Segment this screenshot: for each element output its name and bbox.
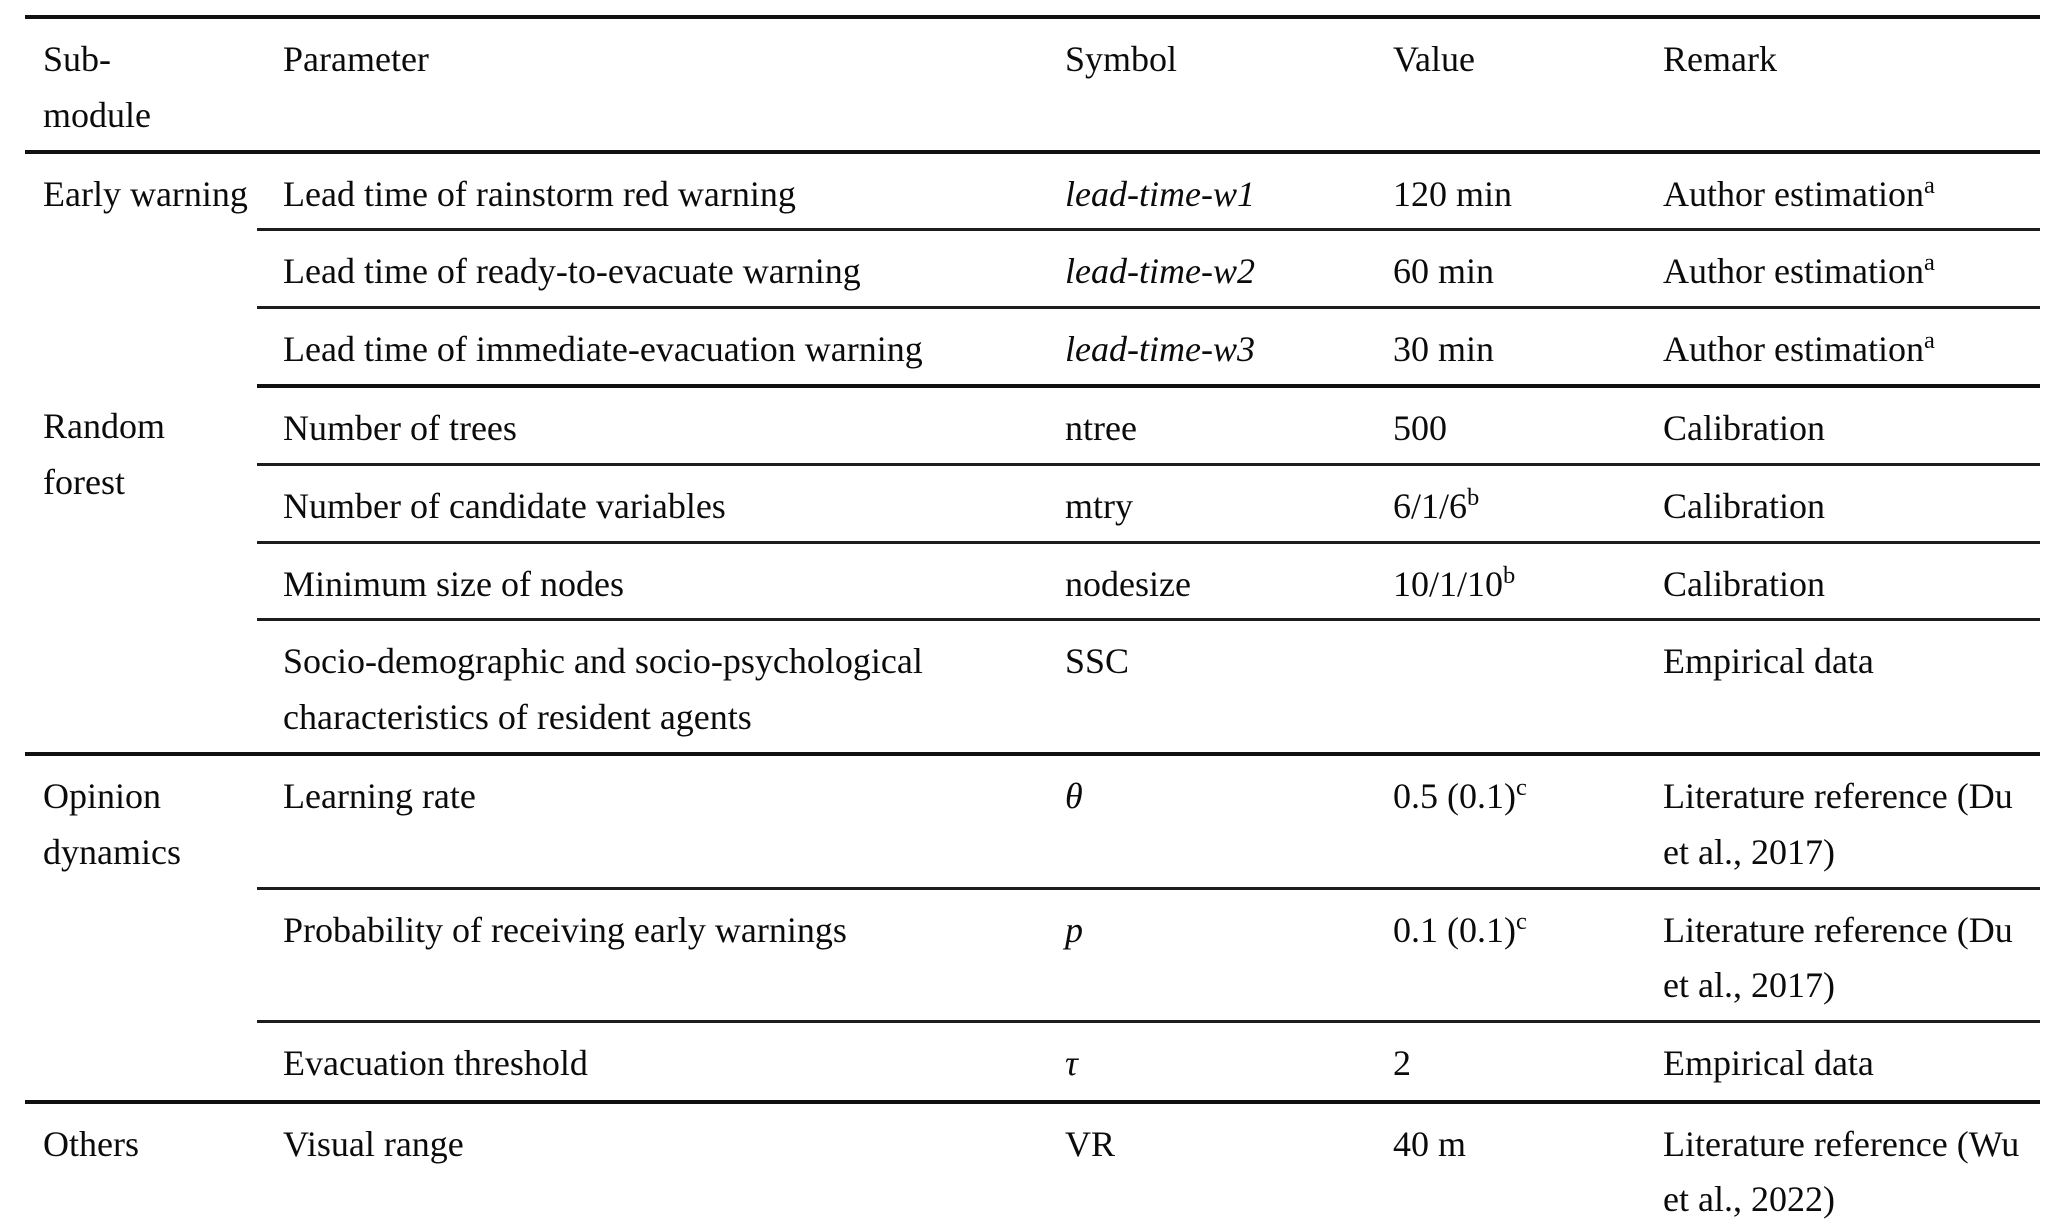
- param-cell: Lead time of immediate-evacuation warnin…: [257, 307, 1065, 388]
- column-header-remark: Remark: [1663, 17, 2040, 154]
- remark-cell: Author estimationa: [1663, 229, 2040, 310]
- value-cell: 0.5 (0.1)c: [1393, 753, 1663, 890]
- remark-cell: Literature reference (Du et al., 2017): [1663, 753, 2040, 890]
- submodule-label-random-forest: Random forest: [25, 385, 257, 756]
- symbol-cell: lead-time-w3: [1065, 307, 1393, 388]
- param-cell: Probability of receiving early warnings: [257, 888, 1065, 1024]
- symbol-cell: τ: [1065, 1021, 1393, 1104]
- symbol-cell: VR: [1065, 1101, 1393, 1222]
- remark-text: Empirical data: [1663, 641, 1874, 682]
- table-row: Opinion dynamics Learning rate θ 0.5 (0.…: [25, 753, 2040, 1104]
- value-cell: 500: [1393, 385, 1663, 466]
- value-cell: 30 min: [1393, 307, 1663, 388]
- table-row: Socio-demographic and socio-psychologica…: [25, 619, 2040, 756]
- param-cell: Visual range: [257, 1101, 1065, 1222]
- value-text: 10/1/10: [1393, 563, 1504, 604]
- remark-text: Calibration: [1663, 563, 1825, 604]
- value-cell: 2: [1393, 1021, 1663, 1104]
- submodule-label-opinion-dynamics: Opinion dynamics: [25, 753, 257, 1104]
- footnote-marker: a: [1923, 171, 1936, 199]
- column-header-parameter: Parameter: [257, 17, 1065, 154]
- footnote-marker: a: [1923, 327, 1936, 355]
- symbol-cell: p: [1065, 888, 1393, 1024]
- param-cell: Lead time of ready-to-evacuate warning: [257, 229, 1065, 310]
- remark-text: Author estimation: [1663, 329, 1924, 370]
- column-header-submodule: Sub- module: [25, 17, 257, 154]
- symbol-cell: nodesize: [1065, 542, 1393, 622]
- symbol-cell: θ: [1065, 753, 1393, 890]
- remark-text: Empirical data: [1663, 1043, 1874, 1084]
- symbol-cell: mtry: [1065, 464, 1393, 544]
- remark-cell: Literature reference (Du et al., 2017): [1663, 888, 2040, 1024]
- value-cell: 120 min: [1393, 151, 1663, 232]
- column-header-symbol: Symbol: [1065, 17, 1393, 154]
- table-header: Sub- module Parameter Symbol Value Remar…: [25, 17, 2040, 154]
- remark-text: Author estimation: [1663, 251, 1924, 292]
- footnote-marker: a: [1923, 249, 1936, 277]
- remark-cell: Empirical data: [1663, 1021, 2040, 1104]
- param-cell: Socio-demographic and socio-psychologica…: [257, 619, 1065, 756]
- value-cell: 60 min: [1393, 229, 1663, 310]
- remark-text: Literature reference (Du et al., 2017): [1663, 909, 2013, 1006]
- footnote-marker: c: [1515, 773, 1528, 801]
- param-cell: Minimum size of nodes: [257, 542, 1065, 622]
- value-cell: 10/1/10b: [1393, 542, 1663, 622]
- submodule-label-early-warning: Early warning: [43, 173, 248, 214]
- submodule-label-others: Others: [43, 1123, 139, 1164]
- column-header-value: Value: [1393, 17, 1663, 154]
- remark-cell: Author estimationa: [1663, 151, 2040, 232]
- param-cell: Number of trees: [257, 385, 1065, 466]
- symbol-cell: ntree: [1065, 385, 1393, 466]
- table-row: Lead time of immediate-evacuation warnin…: [25, 307, 2040, 388]
- value-cell: 6/1/6b: [1393, 464, 1663, 544]
- param-cell: Lead time of rainstorm red warning: [257, 151, 1065, 232]
- remark-text: Calibration: [1663, 407, 1825, 448]
- table-row: Lead time of ready-to-evacuate warning l…: [25, 229, 2040, 310]
- remark-cell: Empirical data: [1663, 619, 2040, 756]
- remark-cell: Calibration: [1663, 542, 2040, 622]
- remark-text: Literature reference (Wu et al., 2022): [1663, 1123, 2020, 1220]
- symbol-cell: SSC: [1065, 619, 1393, 756]
- symbol-cell: lead-time-w2: [1065, 229, 1393, 310]
- remark-text: Literature reference (Du et al., 2017): [1663, 775, 2013, 872]
- remark-cell: Calibration: [1663, 464, 2040, 544]
- parameters-table: Sub- module Parameter Symbol Value Remar…: [25, 15, 2040, 1222]
- symbol-cell: lead-time-w1: [1065, 151, 1393, 232]
- param-cell: Number of candidate variables: [257, 464, 1065, 544]
- value-text: 6/1/6: [1393, 485, 1468, 526]
- table-row: Others Visual range VR 40 m Literature r…: [25, 1101, 2040, 1222]
- footnote-marker: c: [1515, 907, 1528, 935]
- table-row: Early warning Lead time of rainstorm red…: [25, 151, 2040, 232]
- header-row: Sub- module Parameter Symbol Value Remar…: [25, 17, 2040, 154]
- value-cell: 40 m: [1393, 1101, 1663, 1222]
- footnote-marker: b: [1467, 483, 1480, 511]
- value-text: 0.1 (0.1): [1393, 909, 1516, 950]
- remark-text: Author estimation: [1663, 173, 1924, 214]
- table-row: Minimum size of nodes nodesize 10/1/10b …: [25, 542, 2040, 622]
- param-cell: Evacuation threshold: [257, 1021, 1065, 1104]
- value-cell: 0.1 (0.1)c: [1393, 888, 1663, 1024]
- footnote-marker: b: [1503, 561, 1516, 589]
- table-row: Random forest Number of trees ntree 500 …: [25, 385, 2040, 756]
- table-row: Probability of receiving early warnings …: [25, 888, 2040, 1024]
- table-row: Number of candidate variables mtry 6/1/6…: [25, 464, 2040, 544]
- remark-cell: Literature reference (Wu et al., 2022): [1663, 1101, 2040, 1222]
- value-text: 0.5 (0.1): [1393, 775, 1516, 816]
- remark-cell: Calibration: [1663, 385, 2040, 466]
- param-cell: Learning rate: [257, 753, 1065, 890]
- remark-text: Calibration: [1663, 485, 1825, 526]
- table-row: Evacuation threshold τ 2 Empirical data: [25, 1021, 2040, 1104]
- value-cell: [1393, 619, 1663, 756]
- remark-cell: Author estimationa: [1663, 307, 2040, 388]
